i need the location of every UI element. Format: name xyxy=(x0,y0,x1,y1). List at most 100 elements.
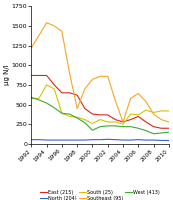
North (204) xyxy=(61,139,63,141)
West (413) xyxy=(107,125,109,127)
Line: South (25): South (25) xyxy=(31,85,169,124)
North (204) xyxy=(99,138,101,141)
East (215) xyxy=(107,114,109,116)
North (204) xyxy=(69,139,71,141)
South (25) xyxy=(130,113,132,115)
East (215) xyxy=(84,107,86,110)
Southeast (95) xyxy=(153,113,155,115)
West (413) xyxy=(76,117,78,119)
Southeast (95) xyxy=(137,92,139,95)
Southeast (95) xyxy=(130,97,132,100)
Southeast (95) xyxy=(99,75,101,77)
South (25) xyxy=(76,116,78,118)
East (215) xyxy=(160,127,162,129)
North (204) xyxy=(30,138,32,141)
Southeast (95) xyxy=(84,88,86,90)
West (413) xyxy=(99,125,101,128)
West (413) xyxy=(45,102,48,104)
Southeast (95) xyxy=(122,121,124,123)
East (215) xyxy=(91,113,93,115)
West (413) xyxy=(168,131,170,133)
North (204) xyxy=(168,139,170,142)
South (25) xyxy=(114,121,116,123)
North (204) xyxy=(45,139,48,141)
East (215) xyxy=(53,84,55,86)
Southeast (95) xyxy=(107,75,109,77)
South (25) xyxy=(61,112,63,114)
Southeast (95) xyxy=(53,25,55,27)
West (413) xyxy=(38,99,40,101)
North (204) xyxy=(114,138,116,141)
West (413) xyxy=(153,133,155,135)
South (25) xyxy=(53,88,55,90)
West (413) xyxy=(84,122,86,124)
East (215) xyxy=(122,121,124,123)
West (413) xyxy=(114,125,116,127)
Southeast (95) xyxy=(38,34,40,37)
West (413) xyxy=(160,132,162,134)
South (25) xyxy=(38,97,40,100)
North (204) xyxy=(76,139,78,141)
West (413) xyxy=(145,129,147,132)
South (25) xyxy=(69,115,71,118)
Southeast (95) xyxy=(69,72,71,74)
East (215) xyxy=(114,118,116,121)
Line: West (413): West (413) xyxy=(31,98,169,134)
Legend: East (215), North (204), South (25), Southeast (95), West (413): East (215), North (204), South (25), Sou… xyxy=(38,188,162,200)
North (204) xyxy=(160,139,162,142)
South (25) xyxy=(84,118,86,121)
South (25) xyxy=(145,109,147,111)
South (25) xyxy=(99,118,101,121)
North (204) xyxy=(53,139,55,141)
North (204) xyxy=(38,138,40,141)
Southeast (95) xyxy=(45,22,48,24)
East (215) xyxy=(168,127,170,129)
North (204) xyxy=(91,138,93,141)
East (215) xyxy=(137,115,139,118)
West (413) xyxy=(137,127,139,129)
East (215) xyxy=(45,74,48,77)
Southeast (95) xyxy=(114,99,116,102)
East (215) xyxy=(30,74,32,77)
East (215) xyxy=(145,121,147,123)
Southeast (95) xyxy=(168,121,170,123)
South (25) xyxy=(160,110,162,112)
West (413) xyxy=(61,112,63,114)
Southeast (95) xyxy=(145,100,147,103)
East (215) xyxy=(130,118,132,121)
Y-axis label: µg N/l: µg N/l xyxy=(4,65,10,85)
South (25) xyxy=(45,84,48,86)
Southeast (95) xyxy=(91,78,93,81)
North (204) xyxy=(122,139,124,141)
Southeast (95) xyxy=(30,47,32,49)
West (413) xyxy=(122,125,124,128)
East (215) xyxy=(153,125,155,128)
South (25) xyxy=(91,122,93,125)
North (204) xyxy=(130,139,132,141)
Line: Southeast (95): Southeast (95) xyxy=(31,23,169,122)
West (413) xyxy=(30,96,32,99)
East (215) xyxy=(76,94,78,96)
South (25) xyxy=(137,114,139,116)
Line: East (215): East (215) xyxy=(31,75,169,128)
Southeast (95) xyxy=(160,118,162,121)
West (413) xyxy=(53,107,55,109)
South (25) xyxy=(168,110,170,112)
South (25) xyxy=(122,123,124,126)
South (25) xyxy=(107,121,109,123)
Line: North (204): North (204) xyxy=(31,139,169,140)
West (413) xyxy=(69,113,71,115)
East (215) xyxy=(99,114,101,116)
North (204) xyxy=(137,138,139,141)
Southeast (95) xyxy=(76,107,78,110)
East (215) xyxy=(69,92,71,94)
East (215) xyxy=(61,92,63,94)
North (204) xyxy=(145,139,147,141)
South (25) xyxy=(30,97,32,100)
Southeast (95) xyxy=(61,30,63,33)
West (413) xyxy=(91,129,93,131)
South (25) xyxy=(153,111,155,114)
North (204) xyxy=(107,138,109,140)
North (204) xyxy=(153,139,155,141)
North (204) xyxy=(84,139,86,141)
